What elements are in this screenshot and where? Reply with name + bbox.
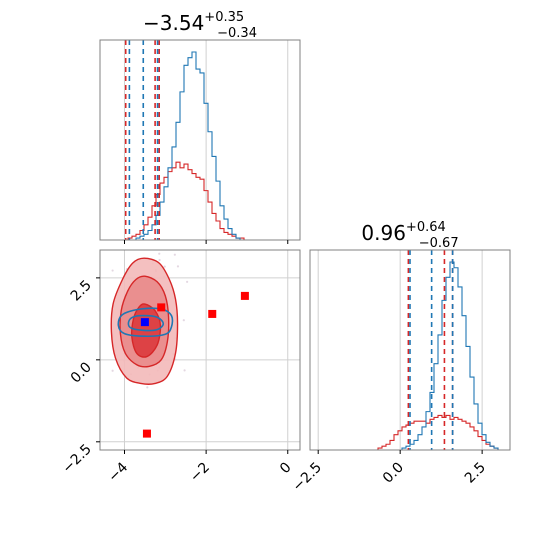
scatter-point (173, 253, 176, 256)
title-x-minus: −0.34 (217, 26, 257, 41)
grid-hist-y (317, 250, 483, 450)
title-x: −3.54+0.35 −0.34 (143, 10, 257, 41)
marker-blue (140, 318, 149, 327)
scatter-point (163, 265, 166, 268)
tick-label-hy-2: 2.5 (462, 460, 489, 487)
scatter-point (176, 265, 180, 268)
grid-hist-x (123, 40, 289, 240)
panel-hist-x: −3.54+0.35 −0.34 (99, 10, 301, 244)
contour-blue-inner (127, 314, 165, 332)
hist-x-ticks (123, 240, 289, 244)
panel-2d-frame (99, 249, 301, 451)
hist-y-ticks: −2.5 0.0 2.5 (290, 450, 489, 495)
tick-label-2d-x-2: 0 (277, 460, 295, 478)
tick-label-2d-x-0: −4 (105, 459, 131, 485)
markers-2d (140, 291, 249, 438)
tick-label-hy-0: −2.5 (290, 460, 325, 495)
tick-label-2d-y-2: 2.5 (68, 277, 95, 304)
tick-label-2d-y-1: 0.0 (68, 359, 95, 386)
title-y-minus: −0.67 (419, 236, 459, 251)
panel-2d: −4 −2 0 −2.5 0.0 2.5 (59, 249, 301, 486)
tick-label-2d-x-1: −2 (187, 460, 213, 486)
scatter-point (111, 369, 114, 372)
scatter-point (158, 252, 161, 255)
tick-label-hy-1: 0.0 (380, 460, 407, 487)
scatter-point (186, 280, 189, 283)
scatter-point (182, 319, 185, 322)
marker-red-3 (142, 429, 151, 438)
marker-red-0 (240, 291, 249, 300)
tick-label-2d-y-0: −2.5 (59, 441, 94, 476)
hist-x-red (100, 161, 300, 241)
title-y-median: 0.96 (361, 221, 406, 245)
scatter-point (111, 269, 114, 272)
contour-blue-outer (117, 307, 174, 338)
title-x-plus: +0.35 (204, 10, 244, 25)
panel-hist-y: −2.5 0.0 2.5 0.96+0.64 −0.67 (290, 220, 511, 495)
marker-red-2 (157, 303, 166, 312)
title-y: 0.96+0.64 −0.67 (361, 220, 458, 251)
marker-red-1 (208, 309, 217, 318)
quantile-lines-x (124, 40, 160, 240)
hist-x-frame (99, 39, 301, 241)
scatter-point (146, 386, 149, 389)
title-y-plus: +0.64 (406, 220, 446, 235)
scatter-point (158, 258, 161, 262)
quantile-lines-y (407, 250, 454, 450)
contours-blue (117, 307, 174, 338)
scatter-point (183, 369, 186, 372)
title-x-median: −3.54 (143, 11, 204, 35)
hist-y-frame (309, 249, 511, 451)
